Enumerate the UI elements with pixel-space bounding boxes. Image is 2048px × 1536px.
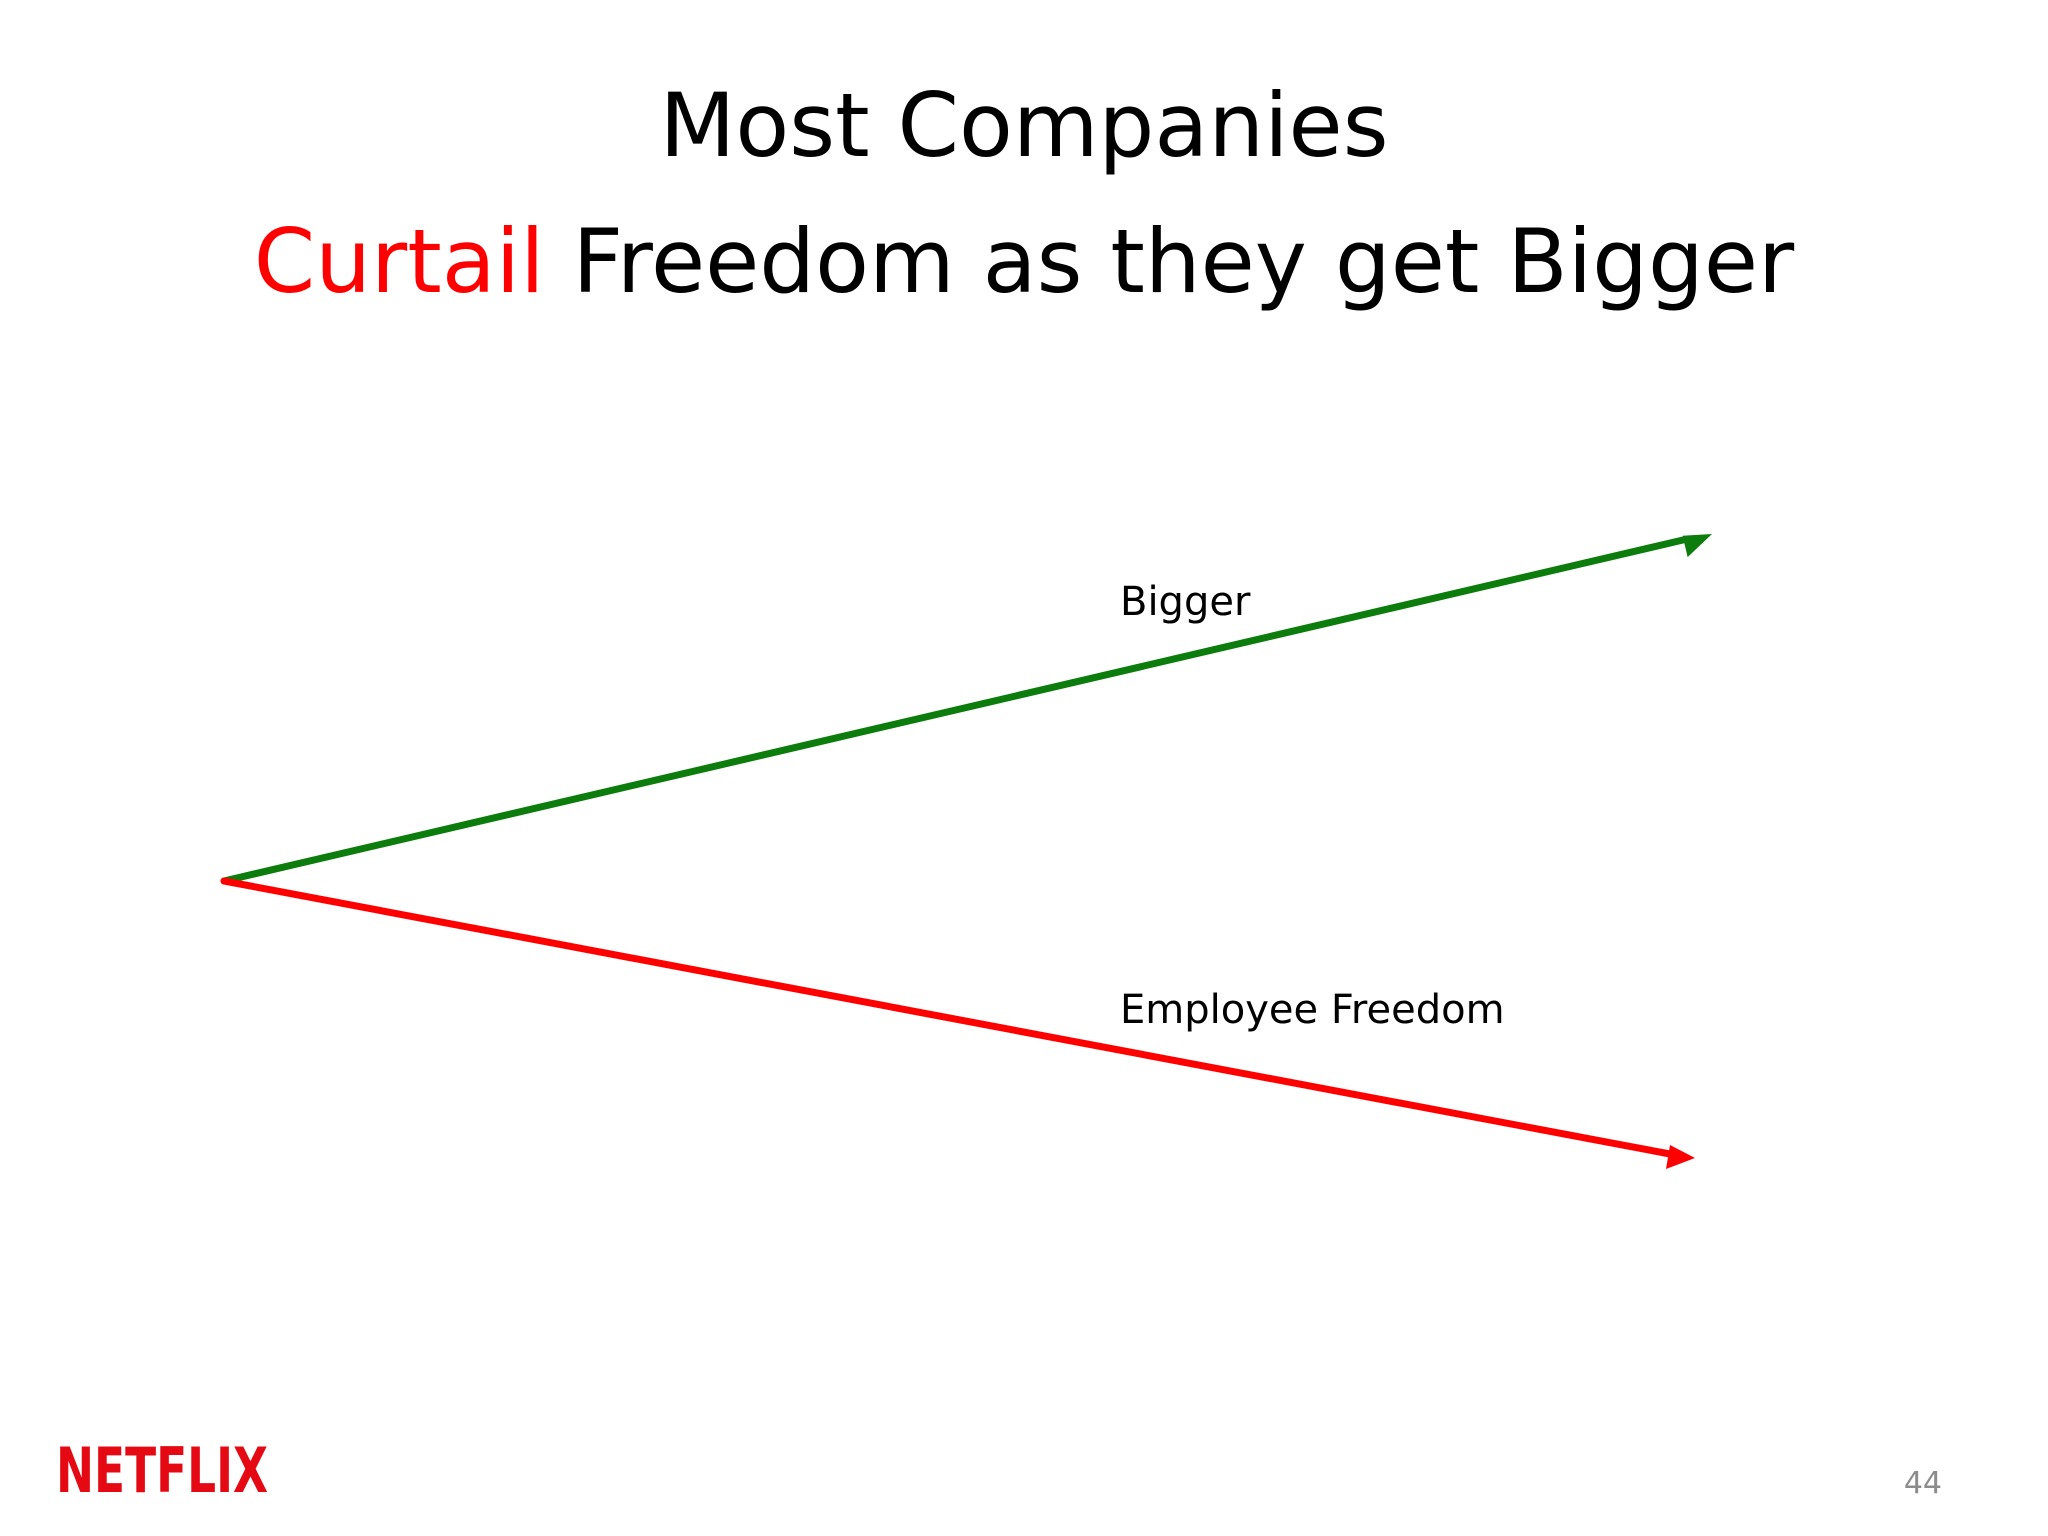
title-accent-word: Curtail — [253, 210, 545, 313]
bigger-arrow-shaft — [220, 536, 1687, 885]
bigger-arrowhead — [1682, 534, 1712, 558]
title-text-rest: Freedom as they get Bigger — [544, 210, 1795, 313]
slide-title-line-2: Curtail Freedom as they get Bigger — [0, 218, 2048, 306]
slide-title-line-1: Most Companies — [0, 82, 2048, 170]
netflix-logo: NETFLIX — [56, 1434, 268, 1502]
netflix-logo-wordmark: NETFLIX — [56, 1434, 268, 1502]
freedom-arrow-shaft — [220, 877, 1674, 1158]
page-number: 44 — [1903, 1466, 1942, 1501]
bigger-arrow-label: Bigger — [1120, 579, 1251, 625]
employee-freedom-arrow-label: Employee Freedom — [1120, 987, 1505, 1033]
freedom-arrowhead — [1666, 1145, 1695, 1169]
title-text-most-companies: Most Companies — [659, 74, 1389, 177]
